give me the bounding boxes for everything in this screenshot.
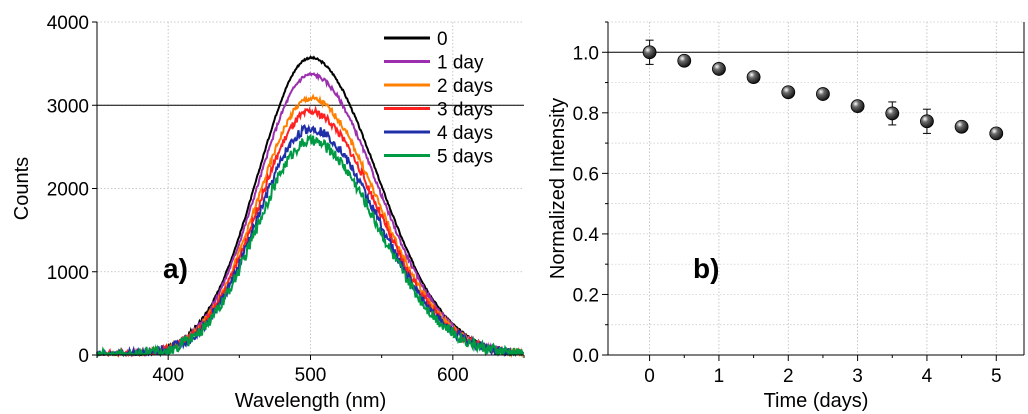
legend-label: 5 days (437, 147, 493, 168)
series-line-5-days (96, 133, 524, 358)
legend-label: 0 (437, 29, 448, 50)
data-point (677, 53, 692, 68)
legend-label: 2 days (437, 76, 493, 97)
legend-label: 1 day (437, 53, 484, 74)
panel-label-a: a) (163, 253, 188, 284)
x-tick-label: 600 (437, 365, 469, 386)
x-tick-label: 400 (152, 365, 184, 386)
y-tick-label: 2000 (47, 180, 89, 201)
y-axis-title: Normalized Intensity (547, 98, 569, 279)
legend-label: 3 days (437, 100, 493, 121)
y-tick-label: 0.4 (573, 225, 600, 246)
panel-label-b: b) (693, 253, 719, 284)
y-tick-label: 1.0 (573, 43, 599, 64)
panel-b-intensity-chart: 0.0 0.2 0.4 0.6 0.8 1.0 0 1 2 3 4 5 Time (days) Norma… (547, 21, 1025, 412)
data-point (712, 62, 726, 76)
y-tick-label: 1000 (47, 263, 89, 284)
x-tick-label: 0 (644, 366, 655, 387)
data-point (885, 106, 900, 121)
legend-label: 4 days (437, 123, 493, 144)
x-tick-label: 3 (852, 366, 863, 387)
x-axis-title: Wavelength (nm) (235, 390, 387, 412)
data-point (642, 45, 657, 60)
y-tick-label: 0 (78, 346, 89, 367)
data-point (816, 87, 830, 101)
panel-a-spectra-chart: 0 1000 2000 3000 4000 400 500 600 Wavelength (nm… (11, 13, 525, 412)
y-tick-label: 0.8 (573, 104, 599, 125)
y-axis-title: Counts (11, 157, 33, 220)
y-tick-label: 0.6 (573, 164, 599, 185)
data-point (989, 126, 1004, 141)
x-tick-label: 500 (295, 365, 327, 386)
x-tick-label: 5 (991, 366, 1002, 387)
data-point (920, 114, 934, 129)
x-tick-label: 4 (922, 366, 933, 387)
x-tick-label: 2 (783, 366, 794, 387)
x-tick-label: 1 (714, 366, 725, 387)
data-point (954, 119, 969, 134)
data-point (781, 85, 796, 100)
y-tick-label: 4000 (47, 13, 89, 34)
data-point (746, 70, 761, 84)
y-tick-label: 3000 (47, 96, 89, 117)
x-axis-title: Time (days) (764, 390, 869, 412)
y-tick-label: 0.0 (573, 346, 599, 367)
data-point (850, 99, 865, 114)
y-tick-label: 0.2 (573, 285, 599, 306)
